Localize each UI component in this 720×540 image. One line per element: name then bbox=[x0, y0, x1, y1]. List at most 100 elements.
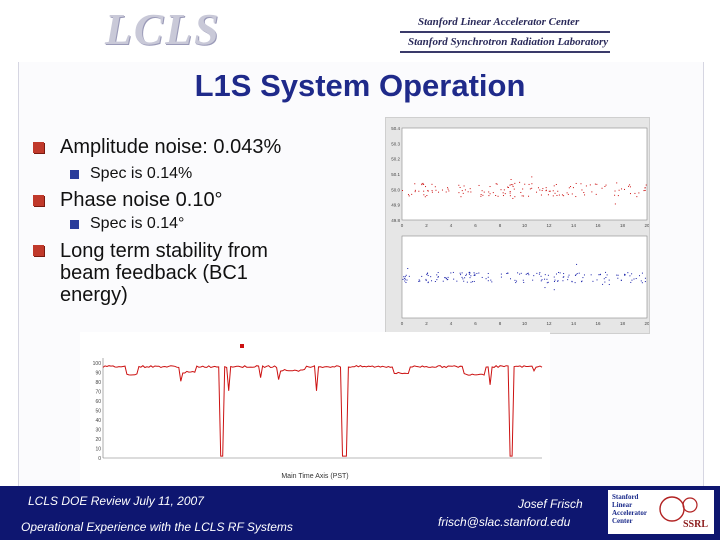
data-point bbox=[614, 194, 616, 196]
data-point bbox=[581, 280, 583, 282]
data-point bbox=[620, 279, 622, 281]
data-point bbox=[522, 188, 524, 190]
data-point bbox=[450, 272, 452, 274]
data-point bbox=[506, 272, 508, 274]
data-point bbox=[473, 272, 475, 274]
x-tick-label: 12 bbox=[546, 321, 552, 326]
data-point bbox=[644, 277, 646, 279]
y-tick-label: 49.9 bbox=[391, 203, 400, 208]
data-point bbox=[421, 183, 423, 185]
data-point bbox=[514, 279, 516, 281]
data-point bbox=[541, 279, 543, 281]
data-point bbox=[519, 181, 521, 183]
data-point bbox=[402, 190, 404, 192]
data-point bbox=[507, 186, 509, 188]
data-point bbox=[574, 282, 576, 284]
data-point bbox=[491, 281, 493, 283]
data-point bbox=[629, 193, 631, 195]
data-point bbox=[553, 281, 555, 283]
legend-swatch bbox=[240, 344, 244, 348]
data-point bbox=[520, 191, 522, 193]
data-point bbox=[555, 183, 557, 185]
data-point bbox=[527, 272, 529, 274]
data-point bbox=[408, 195, 410, 197]
data-point bbox=[503, 189, 505, 191]
data-point bbox=[436, 274, 438, 276]
data-point bbox=[525, 273, 527, 275]
data-point bbox=[441, 189, 443, 191]
data-point bbox=[554, 192, 556, 194]
data-point bbox=[559, 272, 561, 274]
data-point bbox=[598, 274, 600, 276]
y-tick-label: 50.0 bbox=[391, 187, 400, 192]
data-point bbox=[507, 272, 509, 274]
data-point bbox=[575, 182, 577, 184]
x-tick-label: 20 bbox=[644, 321, 649, 326]
footer-talk-title: Operational Experience with the LCLS RF … bbox=[21, 520, 293, 534]
data-point bbox=[459, 186, 461, 188]
data-point bbox=[553, 289, 555, 291]
data-point bbox=[540, 275, 542, 277]
data-point bbox=[624, 274, 626, 276]
x-tick-label: 4 bbox=[450, 223, 453, 228]
data-point bbox=[596, 279, 598, 281]
data-point bbox=[465, 273, 467, 275]
data-point bbox=[537, 187, 539, 189]
data-point bbox=[427, 272, 429, 274]
data-point bbox=[599, 274, 601, 276]
slide-title: L1S System Operation bbox=[194, 68, 526, 103]
sub-bullet-icon bbox=[70, 220, 79, 229]
data-point bbox=[563, 273, 565, 275]
y-tick-label: 100 bbox=[93, 361, 102, 367]
data-point bbox=[419, 280, 421, 282]
sub-bullet-amplitude-spec: Spec is 0.14% bbox=[90, 165, 193, 182]
data-point bbox=[500, 276, 502, 278]
data-point bbox=[445, 277, 447, 279]
data-point bbox=[500, 189, 502, 191]
data-point bbox=[502, 195, 504, 197]
data-point bbox=[519, 273, 521, 275]
data-point bbox=[561, 194, 563, 196]
data-point bbox=[462, 192, 464, 194]
data-point bbox=[595, 193, 597, 195]
data-point bbox=[514, 182, 516, 184]
badge-line: Accelerator bbox=[612, 509, 647, 517]
data-point bbox=[448, 190, 450, 192]
data-point bbox=[568, 187, 570, 189]
data-point bbox=[423, 190, 425, 192]
data-point bbox=[427, 281, 429, 283]
data-point bbox=[418, 279, 420, 281]
phase-ticks: 0 2 4 6 8 10 12 14 16 18 20 bbox=[401, 321, 650, 326]
data-point bbox=[504, 193, 506, 195]
data-point bbox=[533, 275, 535, 277]
data-point bbox=[462, 278, 464, 280]
data-point bbox=[424, 196, 426, 198]
data-point bbox=[483, 191, 485, 193]
data-point bbox=[509, 192, 511, 194]
data-point bbox=[567, 276, 569, 278]
data-point bbox=[427, 275, 429, 277]
data-point bbox=[474, 273, 476, 275]
data-point bbox=[554, 279, 556, 281]
data-point bbox=[644, 189, 646, 191]
data-point bbox=[509, 184, 511, 186]
data-point bbox=[605, 271, 607, 273]
x-axis-label: Main Time Axis (PST) bbox=[281, 473, 348, 480]
data-point bbox=[487, 276, 489, 278]
data-point bbox=[617, 277, 619, 279]
sub-bullet-phase-spec: Spec is 0.14° bbox=[90, 215, 185, 232]
data-point bbox=[489, 186, 491, 188]
data-point bbox=[578, 272, 580, 274]
data-point bbox=[408, 275, 410, 277]
data-point bbox=[575, 274, 577, 276]
data-point bbox=[516, 280, 518, 282]
x-tick-label: 8 bbox=[499, 321, 502, 326]
data-point bbox=[590, 274, 592, 276]
data-point bbox=[531, 183, 533, 185]
x-tick-label: 6 bbox=[474, 223, 477, 228]
data-point bbox=[629, 184, 631, 186]
data-point bbox=[471, 281, 473, 283]
data-point bbox=[407, 268, 409, 270]
data-point bbox=[425, 186, 427, 188]
data-point bbox=[497, 195, 499, 197]
